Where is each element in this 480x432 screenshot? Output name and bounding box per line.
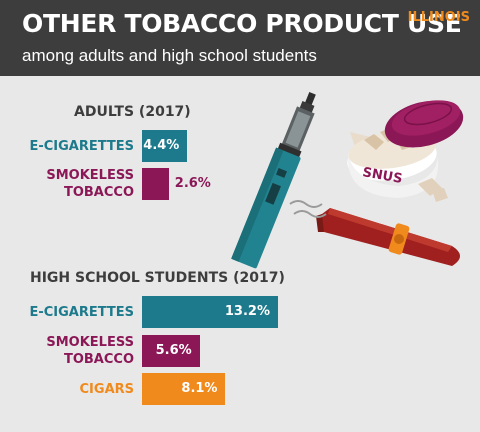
state-label: ILLINOIS (407, 10, 470, 25)
category-label: CIGARS (79, 381, 134, 397)
chart-title: HIGH SCHOOL STUDENTS (2017) (30, 270, 285, 286)
smoke-icon (289, 200, 327, 218)
header-banner: OTHER TOBACCO PRODUCT USE among adults a… (0, 0, 480, 76)
bar (142, 296, 278, 328)
data-label: 8.1% (181, 381, 218, 396)
data-label: 13.2% (224, 304, 270, 319)
e-cigarette-icon (231, 91, 316, 269)
snus-tin-icon: SNUS (347, 100, 464, 202)
bar (142, 168, 169, 200)
page-title: OTHER TOBACCO PRODUCT USE (22, 9, 462, 38)
bar (142, 373, 226, 405)
category-label: E-CIGARETTES (29, 304, 134, 320)
cigar-icon (316, 208, 460, 266)
data-label: 5.6% (155, 343, 192, 358)
category-label: SMOKELESS TOBACCO (46, 168, 134, 200)
category-label: SMOKELESS TOBACCO (46, 335, 134, 367)
bar (142, 130, 188, 162)
snus-label: SNUS (361, 165, 403, 187)
bar (142, 335, 200, 367)
data-label: 4.4% (143, 138, 180, 153)
data-label: 2.6% (174, 176, 211, 191)
category-label: E-CIGARETTES (29, 138, 134, 154)
chart-title: ADULTS (2017) (74, 104, 191, 120)
page-subtitle: among adults and high school students (22, 46, 317, 65)
